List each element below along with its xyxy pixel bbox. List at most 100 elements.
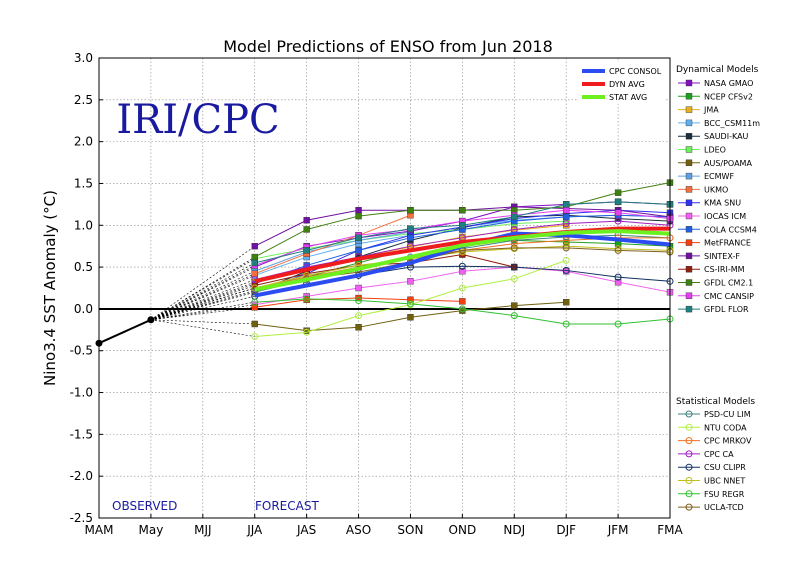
model-point — [459, 207, 466, 214]
forecast-spread-lines — [150, 245, 255, 337]
forecast-connector — [150, 319, 255, 325]
legend-swatch-marker — [685, 292, 693, 299]
model-point — [562, 213, 570, 221]
summary-legend-label: DYN AVG — [609, 80, 645, 89]
model-point — [510, 275, 518, 283]
model-point — [251, 333, 259, 341]
model-point — [407, 296, 414, 303]
legend-label: GFDL FLOR — [704, 305, 749, 314]
model-point — [406, 300, 414, 308]
legend-label: CSU CLIPR — [704, 463, 746, 472]
legend-label: SINTEX-F — [704, 252, 740, 261]
model-point — [459, 268, 466, 275]
model-point — [459, 298, 466, 305]
model-point — [458, 305, 466, 313]
summary-legend: CPC CONSOL DYN AVG STAT AVG — [577, 62, 665, 104]
legend-swatch-marker — [685, 477, 693, 484]
x-tick-label: MJJ — [194, 523, 211, 537]
model-point — [407, 234, 414, 242]
legend-label: CMC CANSIP — [704, 292, 754, 301]
summary-line-stat-avg — [254, 229, 671, 292]
legend-swatch-marker — [685, 503, 693, 511]
model-point — [303, 217, 310, 224]
legend-swatch-marker — [685, 410, 693, 418]
x-tick-label: MAM — [85, 523, 114, 537]
forecast-connector — [150, 275, 255, 321]
observed-label: OBSERVED — [112, 499, 177, 513]
legend-label: ECMWF — [704, 172, 734, 181]
y-tick-label: -2.5 — [70, 511, 93, 525]
x-tick-label: OND — [449, 523, 477, 537]
legend-swatch-marker — [685, 172, 693, 180]
model-point — [614, 209, 622, 216]
summary-legend-label: CPC CONSOL — [609, 67, 662, 76]
legend-label: UBC NNET — [704, 477, 745, 486]
legend-label: KMA SNU — [704, 199, 741, 208]
model-point — [355, 247, 362, 254]
x-tick-label: SON — [397, 523, 423, 537]
model-series-fsu-regr — [251, 295, 674, 328]
model-point — [355, 324, 362, 331]
forecast-connector — [150, 271, 255, 321]
model-point — [562, 299, 570, 306]
model-point — [562, 201, 570, 208]
model-point — [251, 304, 258, 311]
forecast-connector — [150, 306, 255, 321]
model-point — [614, 189, 622, 196]
forecast-connector — [150, 265, 255, 321]
statistical-legend-title: Statistical Models — [676, 397, 755, 407]
legend-swatch-marker — [685, 186, 693, 193]
model-point — [510, 263, 518, 271]
x-tick-label: May — [139, 523, 164, 537]
forecast-connector — [150, 290, 255, 321]
model-point — [459, 222, 466, 229]
model-line — [254, 298, 671, 325]
model-series — [251, 179, 674, 341]
x-tick-label: JJA — [246, 523, 263, 537]
chart-title: Model Predictions of ENSO from Jun 2018 — [223, 37, 553, 56]
model-point — [614, 198, 622, 206]
x-tick-label: NDJ — [503, 523, 525, 537]
model-point — [251, 259, 258, 267]
forecast-connector — [150, 304, 255, 321]
model-line — [254, 259, 567, 338]
y-tick-label: -1.5 — [70, 427, 93, 441]
legend-label: CPC CA — [704, 450, 734, 459]
summary-legend-label: STAT AVG — [609, 93, 647, 102]
legend-swatch-marker — [685, 266, 693, 273]
model-point — [511, 302, 518, 309]
model-point — [614, 273, 622, 281]
model-point — [355, 297, 363, 305]
y-tick-label: 3.0 — [74, 51, 93, 65]
legend-label: UCLA-TCD — [704, 503, 744, 512]
legend-swatch-marker — [685, 437, 693, 445]
model-point — [407, 207, 414, 214]
model-point — [355, 207, 362, 214]
legend-swatch-marker — [685, 79, 693, 87]
legend-swatch-marker — [685, 252, 693, 260]
model-point — [614, 246, 622, 254]
legend-label: FSU REGR — [704, 490, 745, 499]
model-point — [303, 295, 311, 303]
plot-frame — [98, 57, 671, 519]
legend-label: AUS/POAMA — [704, 159, 752, 168]
model-point — [458, 262, 466, 270]
forecast-connector — [150, 245, 255, 321]
legend-label: GFDL CM2.1 — [704, 279, 753, 288]
legend-swatch-marker — [685, 93, 693, 100]
x-tick-label: DJF — [556, 523, 576, 537]
y-tick-label: 1.0 — [74, 218, 93, 232]
legend-swatch-marker — [685, 450, 693, 458]
legend-swatch-marker — [685, 132, 693, 140]
legend-label: NTU CODA — [704, 423, 747, 432]
model-line — [254, 245, 671, 289]
legend-swatch-marker — [685, 279, 693, 286]
legend-label: JMA — [703, 106, 719, 115]
forecast-connector — [150, 266, 255, 321]
legend-swatch-marker — [685, 159, 693, 167]
model-point — [614, 217, 622, 225]
model-point — [562, 320, 570, 328]
forecast-label: FORECAST — [255, 499, 319, 513]
model-point — [355, 234, 362, 242]
